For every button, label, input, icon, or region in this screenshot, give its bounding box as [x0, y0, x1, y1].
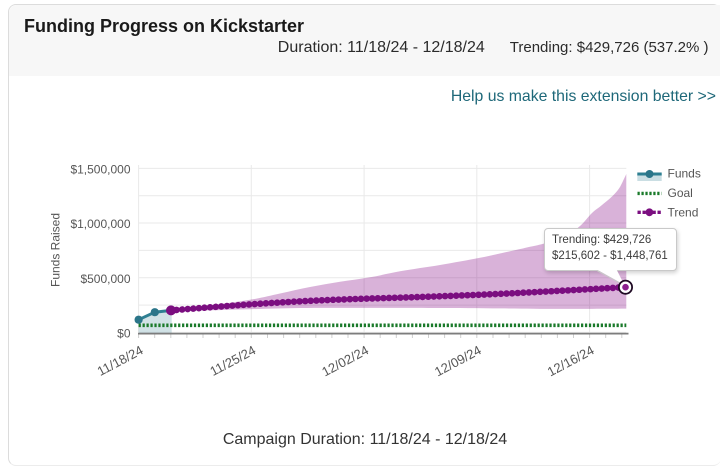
svg-text:11/25/24: 11/25/24 — [207, 342, 258, 379]
svg-text:Funds Raised: Funds Raised — [49, 213, 63, 287]
svg-text:12/09/24: 12/09/24 — [432, 342, 484, 379]
svg-text:$1,000,000: $1,000,000 — [70, 217, 130, 231]
svg-text:Goal: Goal — [668, 186, 693, 200]
svg-text:Trend: Trend — [668, 205, 699, 219]
svg-text:11/18/24: 11/18/24 — [95, 342, 146, 379]
svg-text:$500,000: $500,000 — [80, 272, 130, 286]
svg-text:Funds: Funds — [668, 167, 701, 181]
svg-text:12/16/24: 12/16/24 — [545, 342, 597, 379]
svg-text:$1,500,000: $1,500,000 — [70, 162, 130, 176]
svg-text:12/02/24: 12/02/24 — [319, 342, 371, 379]
svg-text:$0: $0 — [117, 327, 131, 341]
